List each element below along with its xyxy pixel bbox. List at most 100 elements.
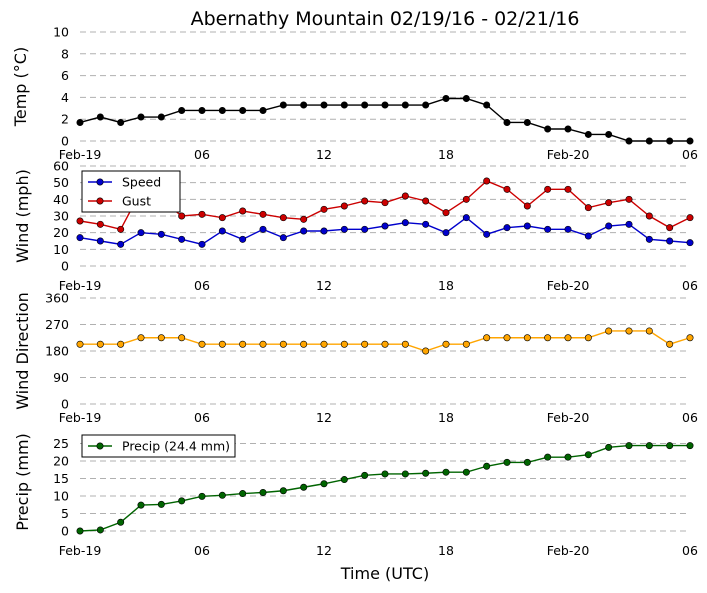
- legend-box: [81, 434, 236, 458]
- y-tick-label: 15: [53, 471, 69, 486]
- data-point: [279, 487, 287, 495]
- y-tick-label: 8: [61, 46, 69, 61]
- y-tick-label: 25: [53, 436, 69, 451]
- data-point: [401, 101, 409, 109]
- data-point: [544, 453, 552, 461]
- data-point: [462, 340, 470, 348]
- data-point: [137, 113, 145, 121]
- data-point: [340, 202, 348, 210]
- data-point: [666, 137, 674, 145]
- data-point: [320, 340, 328, 348]
- data-point: [320, 480, 328, 488]
- series-line-precip: [79, 444, 690, 532]
- data-point: [605, 199, 613, 207]
- data-point: [483, 177, 491, 185]
- data-point: [462, 468, 470, 476]
- data-point: [381, 340, 389, 348]
- data-point: [686, 334, 694, 342]
- data-point: [178, 497, 186, 505]
- data-point: [645, 235, 653, 243]
- data-point: [523, 334, 531, 342]
- data-point: [178, 235, 186, 243]
- data-point: [401, 470, 409, 478]
- data-point: [279, 101, 287, 109]
- legend-marker: [96, 442, 104, 450]
- data-point: [442, 209, 450, 217]
- data-point: [178, 106, 186, 114]
- data-point: [361, 471, 369, 479]
- data-point: [157, 500, 165, 508]
- data-point: [239, 340, 247, 348]
- y-tick-label: 0: [61, 259, 69, 274]
- data-point: [96, 113, 104, 121]
- x-tick-label: 12: [316, 543, 332, 558]
- data-point: [666, 442, 674, 450]
- data-point: [625, 220, 633, 228]
- data-point: [320, 205, 328, 213]
- data-point: [300, 215, 308, 223]
- y-tick-label: 30: [53, 209, 69, 224]
- data-point: [279, 340, 287, 348]
- data-point: [340, 225, 348, 233]
- data-point: [564, 453, 572, 461]
- data-point: [96, 526, 104, 534]
- data-point: [584, 232, 592, 240]
- y-tick-label: 50: [53, 175, 69, 190]
- x-tick-label: Feb-19: [59, 278, 102, 293]
- data-point: [279, 234, 287, 242]
- y-axis-label: Temp (°C): [11, 47, 30, 127]
- data-point: [462, 94, 470, 102]
- x-tick-label: Feb-19: [59, 410, 102, 425]
- data-point: [239, 235, 247, 243]
- panel-wind-direction: 0 90 180 270 360 Feb-19 06 12 18 Feb-20 06 Wind Dir…: [13, 291, 698, 426]
- data-point: [686, 137, 694, 145]
- y-tick-label: 6: [61, 68, 69, 83]
- data-point: [361, 340, 369, 348]
- panel-temperature: 0 2 4 6 8 10 Feb-19 06 12 18 Feb-20 06 Temp (°C): [11, 25, 698, 163]
- data-point: [584, 451, 592, 459]
- data-point: [523, 222, 531, 230]
- data-point: [361, 225, 369, 233]
- data-point: [666, 237, 674, 245]
- data-point: [259, 225, 267, 233]
- data-point: [117, 118, 125, 126]
- data-point: [320, 227, 328, 235]
- y-axis-label: Wind (mph): [13, 169, 32, 263]
- data-point: [544, 225, 552, 233]
- y-tick-label: 270: [45, 317, 69, 332]
- x-tick-label: Feb-20: [547, 147, 590, 162]
- data-point: [686, 442, 694, 450]
- data-point: [462, 195, 470, 203]
- y-tick-label: 10: [53, 489, 69, 504]
- y-tick-label: 4: [61, 90, 69, 105]
- data-point: [198, 106, 206, 114]
- data-point: [218, 214, 226, 222]
- x-tick-label: 06: [682, 278, 698, 293]
- data-point: [483, 101, 491, 109]
- data-point: [381, 222, 389, 230]
- data-point: [584, 204, 592, 212]
- data-point: [625, 442, 633, 450]
- x-tick-label: 18: [438, 543, 454, 558]
- data-point: [523, 458, 531, 466]
- data-point: [218, 106, 226, 114]
- data-point: [300, 340, 308, 348]
- data-point: [422, 197, 430, 205]
- data-point: [605, 130, 613, 138]
- y-axis-label: Wind Direction: [13, 292, 32, 410]
- data-point: [584, 130, 592, 138]
- data-point: [564, 334, 572, 342]
- legend-label: Gust: [122, 194, 151, 209]
- data-point: [422, 347, 430, 355]
- data-point: [76, 340, 84, 348]
- data-point: [76, 527, 84, 535]
- series-line-speed: [79, 216, 691, 246]
- data-point: [239, 490, 247, 498]
- data-point: [279, 214, 287, 222]
- data-point: [198, 492, 206, 500]
- data-point: [259, 210, 267, 218]
- data-point: [503, 334, 511, 342]
- data-point: [117, 340, 125, 348]
- data-point: [401, 192, 409, 200]
- data-point: [605, 443, 613, 451]
